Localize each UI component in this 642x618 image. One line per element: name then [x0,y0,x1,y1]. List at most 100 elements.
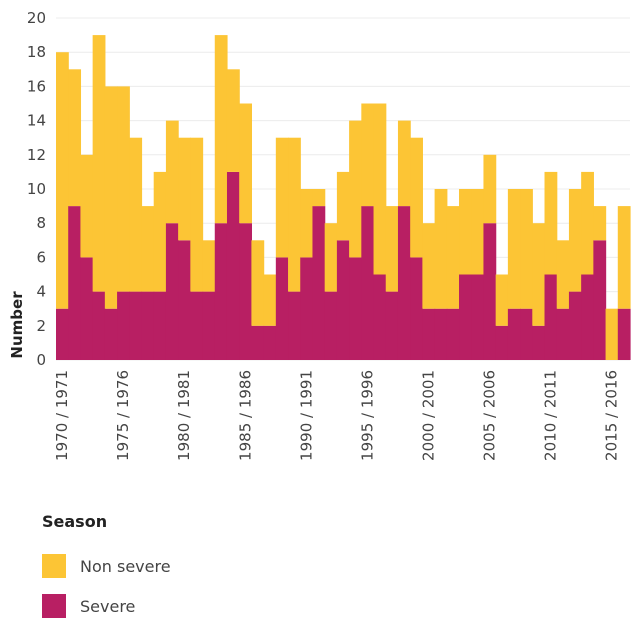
bar-non-severe [56,52,69,309]
legend-item-severe: Severe [42,594,135,618]
y-tick-label: 10 [27,180,46,198]
y-tick-label: 0 [36,351,46,369]
legend-label-non-severe: Non severe [80,556,171,576]
x-tick-label: 2005 / 2006 [481,370,499,461]
bar-severe [593,240,607,360]
bar-non-severe [226,69,240,172]
bar-severe [434,308,448,360]
bar-severe [544,274,558,360]
legend-item-non-severe: Non severe [42,554,171,578]
bar-non-severe [324,223,338,292]
bar-severe [324,291,338,360]
bar-severe [495,325,509,360]
x-tick-label: 1985 / 1986 [236,370,254,461]
bar-severe [397,206,411,360]
bar-non-severe [385,206,399,292]
bar-non-severe [153,171,167,292]
legend-swatch-severe [42,594,66,618]
bar-severe [410,257,423,360]
bar-severe [422,308,436,360]
bar-severe [483,223,497,360]
y-axis-ticks: 0 2 4 6 8 10 12 14 16 18 20 [27,9,46,369]
bar-non-severe [263,274,277,326]
bar-severe [190,291,204,360]
bar-severe [532,325,546,360]
bar-severe [568,291,582,360]
x-tick-label: 2010 / 2011 [542,370,560,461]
bar-non-severe [68,69,82,207]
bar-non-severe [605,308,619,360]
y-tick-label: 14 [27,112,46,130]
bar-non-severe [202,240,216,292]
y-tick-label: 16 [27,77,46,95]
bar-severe [226,171,240,360]
bar-severe [288,291,301,360]
x-axis-ticks: 1970 / 1971 1975 / 1976 1980 / 1981 1985 / … [53,370,621,461]
y-tick-label: 20 [27,9,46,27]
y-tick-label: 8 [36,214,46,232]
bar-non-severe [178,137,191,241]
bar-severe [581,274,594,360]
bar-severe [178,240,191,360]
bar-severe [336,240,350,360]
bar-severe [165,223,179,360]
bar-non-severe [275,137,289,258]
bar-non-severe [214,35,228,224]
x-tick-label: 2015 / 2016 [603,370,621,461]
bar-severe [117,291,130,360]
bar-non-severe [104,86,118,309]
bar-severe [263,325,277,360]
bar-severe [349,257,362,360]
bar-non-severe [483,154,497,224]
bar-non-severe [361,103,375,207]
bar-severe [312,206,326,360]
y-tick-label: 18 [27,43,46,61]
bar-non-severe [349,120,362,258]
legend-title: Season [42,512,108,531]
bar-non-severe [617,206,631,309]
bar-non-severe [593,206,607,241]
x-tick-label: 1980 / 1981 [175,370,193,461]
bar-non-severe [190,137,204,292]
bar-non-severe [397,120,411,207]
bar-non-severe [165,120,179,224]
bar-non-severe [544,171,558,275]
bar-severe [80,257,94,360]
bar-non-severe [507,189,521,309]
bar-non-severe [471,189,485,275]
bar-severe [92,291,106,360]
bar-non-severe [446,206,460,309]
x-tick-label: 2000 / 2001 [419,370,437,461]
bar-non-severe [532,223,546,326]
bar-severe [446,308,460,360]
bar-severe [617,308,631,360]
bar-non-severe [581,171,594,275]
y-tick-label: 12 [27,146,46,164]
bar-non-severe [251,240,265,326]
bar-severe [68,206,82,360]
bars [56,35,631,360]
bar-non-severe [495,274,509,326]
bar-non-severe [373,103,387,275]
bar-severe [459,274,472,360]
bar-non-severe [141,206,155,292]
bar-severe [471,274,485,360]
x-tick-label: 1995 / 1996 [358,370,376,461]
bar-non-severe [336,171,350,241]
bar-non-severe [129,137,143,292]
bar-non-severe [288,137,301,292]
bar-severe [104,308,118,360]
bar-severe [141,291,155,360]
bar-severe [373,274,387,360]
bar-non-severe [117,86,130,292]
bar-severe [520,308,533,360]
bar-severe [251,325,265,360]
y-axis-label: Number [8,291,26,359]
x-tick-label: 1970 / 1971 [53,370,71,461]
bar-severe [300,257,314,360]
bar-non-severe [520,189,533,309]
bar-non-severe [239,103,253,224]
bar-non-severe [80,154,94,258]
bar-severe [507,308,521,360]
bar-severe [202,291,216,360]
